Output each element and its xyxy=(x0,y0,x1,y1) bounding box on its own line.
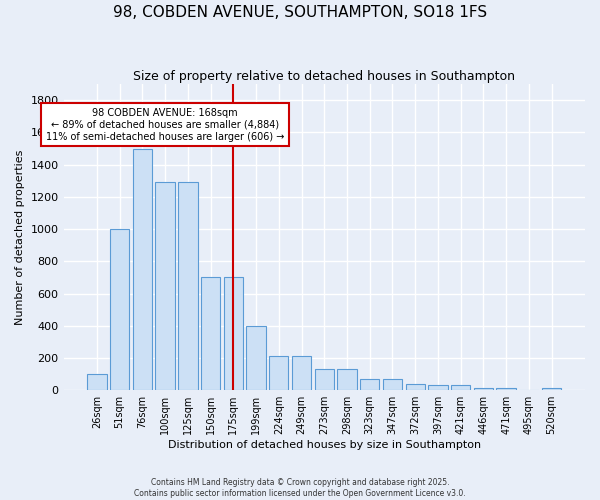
Bar xyxy=(428,386,448,390)
Bar xyxy=(337,370,356,390)
Text: 98, COBDEN AVENUE, SOUTHAMPTON, SO18 1FS: 98, COBDEN AVENUE, SOUTHAMPTON, SO18 1FS xyxy=(113,5,487,20)
Bar xyxy=(314,370,334,390)
Bar xyxy=(383,379,402,390)
Bar xyxy=(133,148,152,390)
Bar xyxy=(406,384,425,390)
Title: Size of property relative to detached houses in Southampton: Size of property relative to detached ho… xyxy=(133,70,515,83)
Bar xyxy=(474,388,493,390)
Bar xyxy=(292,356,311,390)
Bar xyxy=(269,356,289,390)
Y-axis label: Number of detached properties: Number of detached properties xyxy=(15,150,25,325)
Bar xyxy=(201,278,220,390)
Bar xyxy=(155,182,175,390)
Bar xyxy=(178,182,197,390)
Bar xyxy=(451,386,470,390)
Text: Contains HM Land Registry data © Crown copyright and database right 2025.
Contai: Contains HM Land Registry data © Crown c… xyxy=(134,478,466,498)
Bar xyxy=(360,379,379,390)
Bar xyxy=(496,388,516,390)
Bar xyxy=(542,388,561,390)
Text: 98 COBDEN AVENUE: 168sqm
← 89% of detached houses are smaller (4,884)
11% of sem: 98 COBDEN AVENUE: 168sqm ← 89% of detach… xyxy=(46,108,284,142)
Bar xyxy=(110,229,130,390)
X-axis label: Distribution of detached houses by size in Southampton: Distribution of detached houses by size … xyxy=(168,440,481,450)
Bar xyxy=(247,326,266,390)
Bar xyxy=(87,374,107,390)
Bar xyxy=(224,278,243,390)
